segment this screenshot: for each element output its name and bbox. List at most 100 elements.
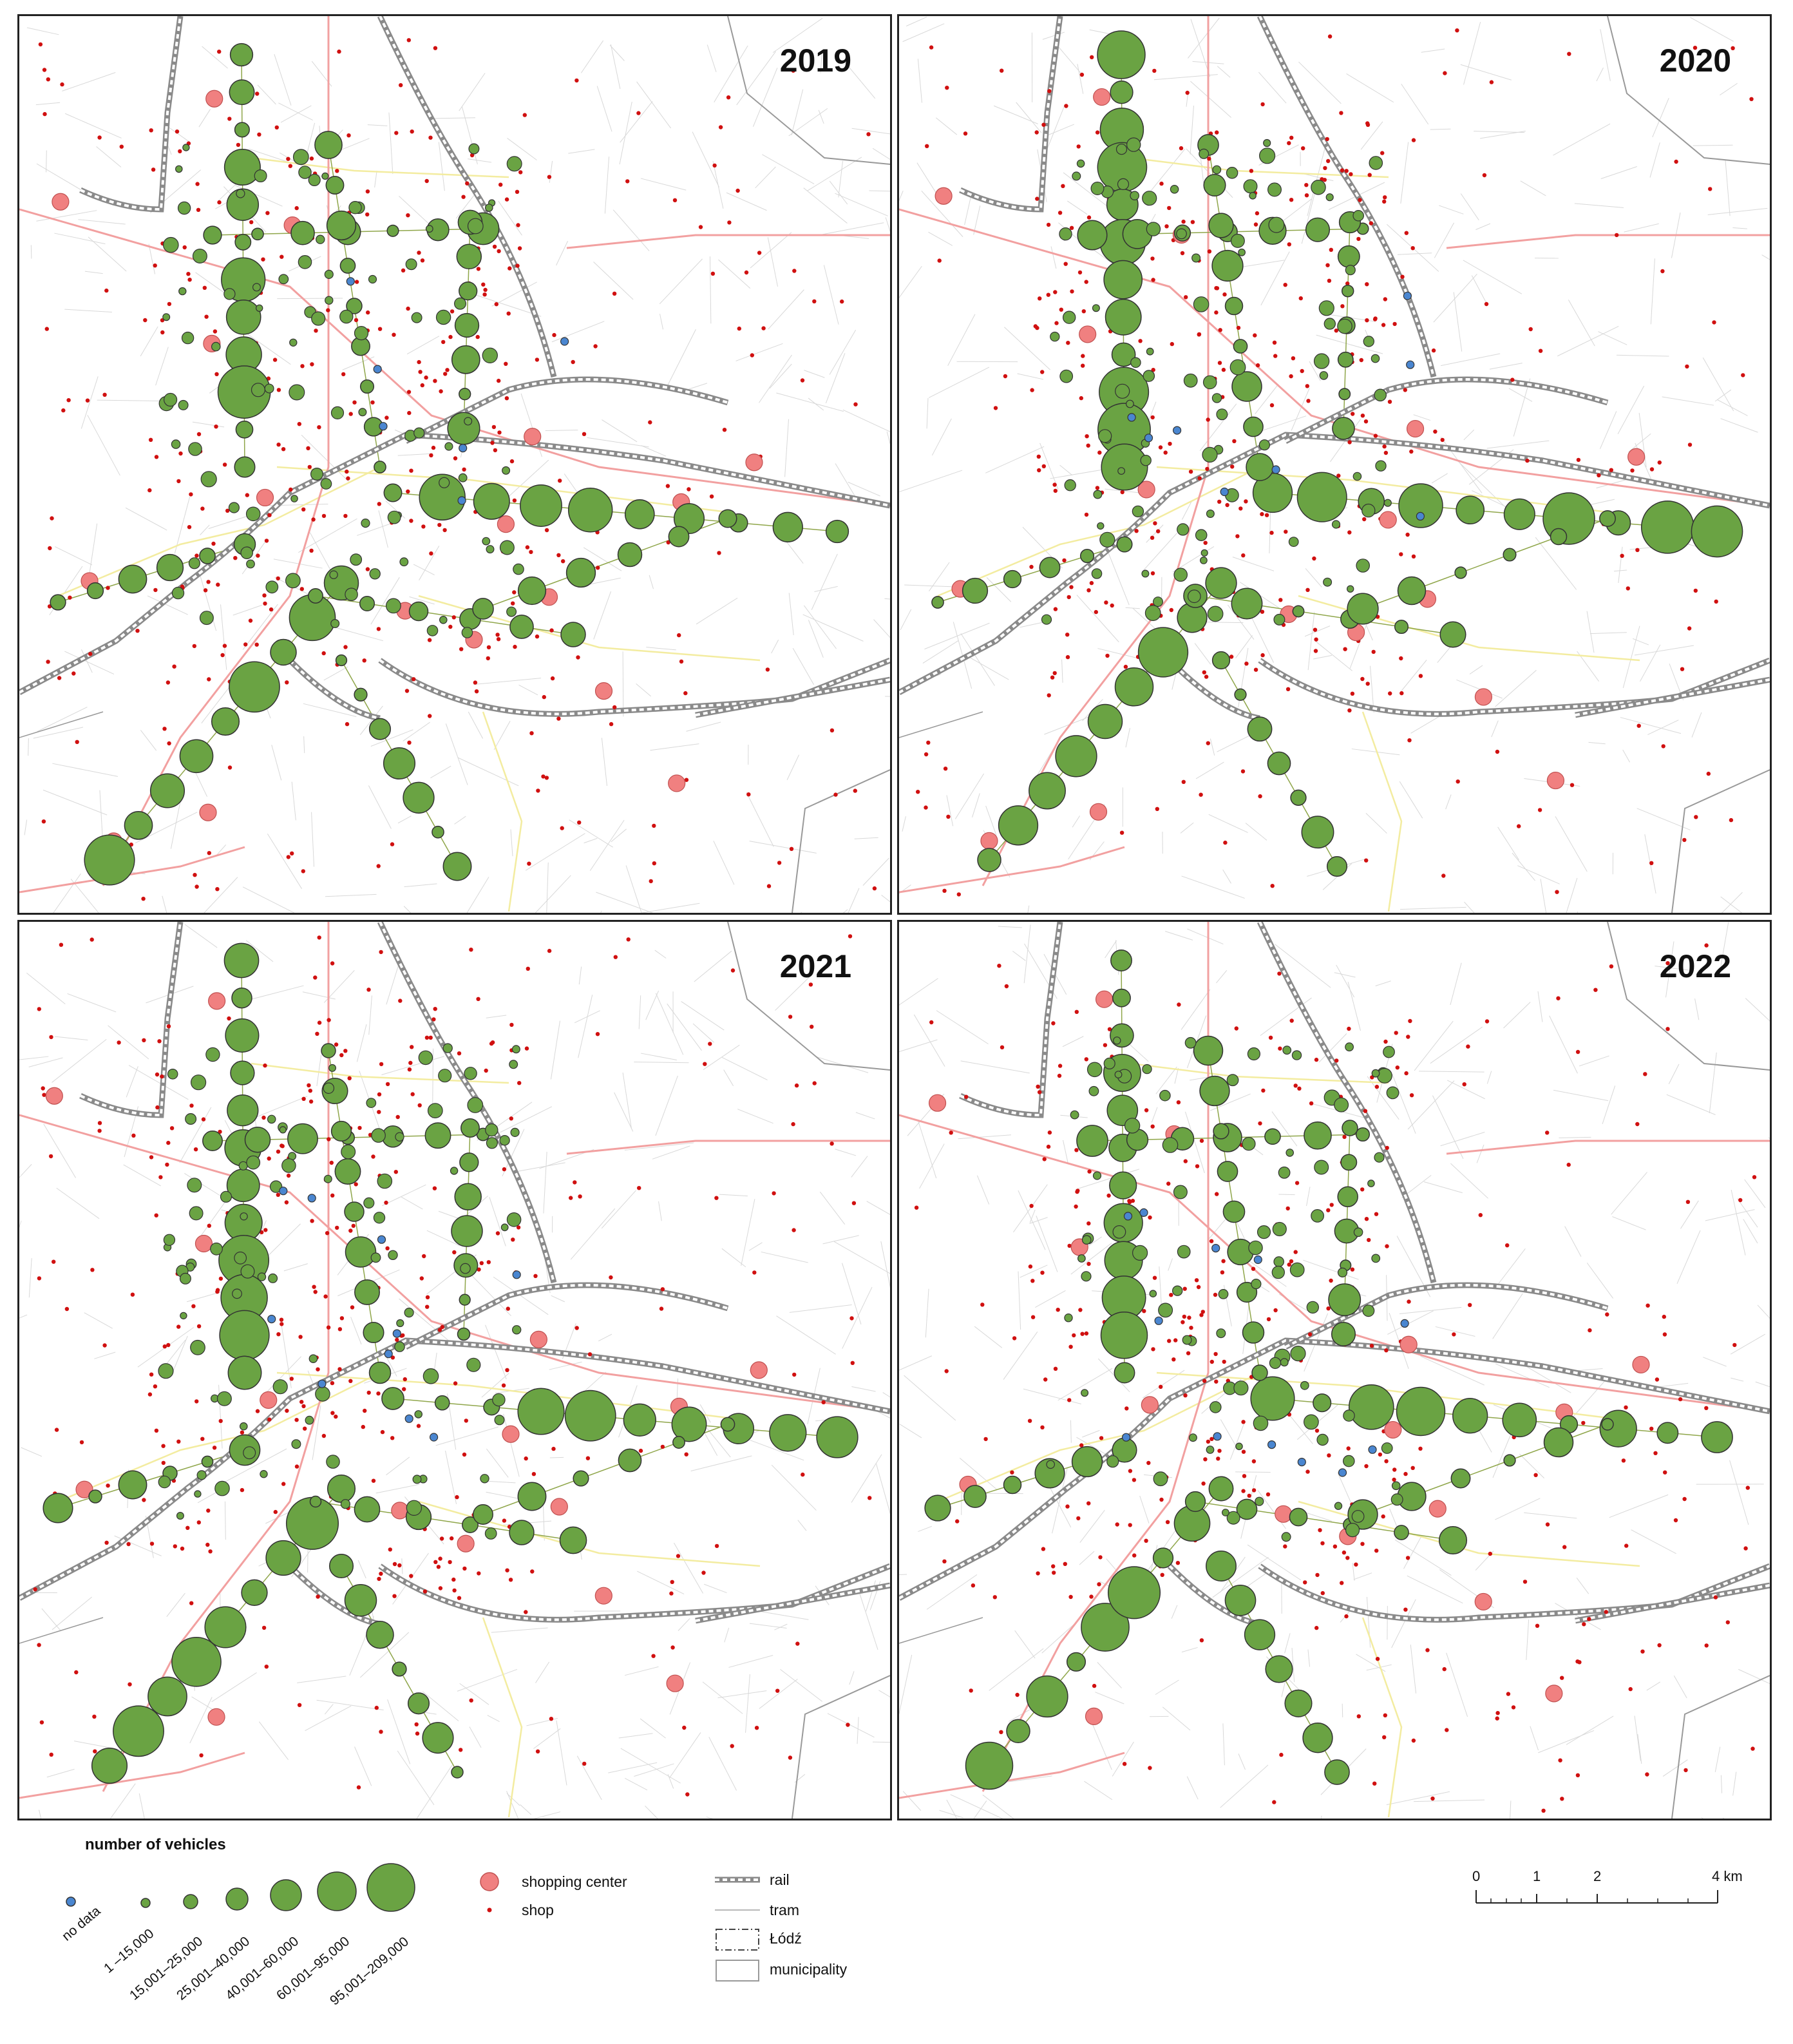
shop-point bbox=[196, 432, 202, 437]
shop-point bbox=[516, 223, 520, 227]
shop-point bbox=[574, 1326, 579, 1330]
shop-point bbox=[491, 425, 497, 430]
shop-point bbox=[207, 677, 211, 682]
traffic-count-point bbox=[163, 1234, 176, 1246]
shop-point bbox=[415, 1731, 420, 1736]
shop-point bbox=[1195, 1164, 1200, 1169]
traffic-count-point bbox=[1081, 1389, 1089, 1397]
shop-point bbox=[130, 1292, 135, 1297]
traffic-count-point bbox=[308, 588, 323, 604]
shop-point bbox=[276, 1149, 281, 1154]
shop-point bbox=[1078, 1308, 1083, 1312]
traffic-count-point bbox=[506, 606, 517, 617]
no-data-point bbox=[1403, 291, 1412, 300]
shopping-center-layer bbox=[928, 990, 1650, 1768]
shop-point bbox=[212, 1446, 217, 1450]
traffic-count-point bbox=[179, 739, 214, 774]
shop-point bbox=[394, 1170, 398, 1174]
shop-point bbox=[189, 1601, 194, 1605]
no-data-point bbox=[318, 1379, 327, 1388]
shop-point bbox=[687, 487, 691, 492]
traffic-count-point bbox=[565, 557, 596, 588]
shop-point bbox=[1158, 445, 1163, 450]
shop-point bbox=[1635, 1122, 1640, 1127]
shop-point bbox=[1326, 1208, 1331, 1212]
shop-point bbox=[442, 528, 447, 533]
shop-point bbox=[102, 1343, 107, 1348]
traffic-count-point bbox=[118, 1470, 147, 1500]
traffic-count-point bbox=[1289, 1507, 1308, 1527]
shop-point bbox=[1279, 1752, 1284, 1757]
shop-point bbox=[1070, 289, 1074, 294]
traffic-count-point bbox=[1331, 1321, 1356, 1347]
shop-point bbox=[476, 267, 481, 271]
shop-point bbox=[1329, 247, 1333, 252]
shopping-center-point bbox=[550, 1498, 568, 1516]
shop-point bbox=[1069, 225, 1074, 230]
traffic-count-point bbox=[383, 483, 403, 502]
shop-point bbox=[1175, 1561, 1181, 1565]
traffic-count-point bbox=[1114, 1362, 1135, 1384]
traffic-count-point bbox=[1230, 233, 1245, 248]
shop-point bbox=[1146, 1460, 1151, 1466]
traffic-count-point bbox=[1243, 179, 1258, 194]
shop-point bbox=[1206, 1439, 1211, 1444]
shop-point bbox=[106, 586, 110, 590]
shop-point bbox=[376, 627, 381, 631]
traffic-count-point bbox=[1328, 1283, 1361, 1317]
traffic-count-point bbox=[330, 618, 340, 628]
traffic-count-point bbox=[311, 311, 326, 326]
traffic-count-point bbox=[1258, 439, 1271, 451]
shop-point bbox=[1051, 1564, 1056, 1569]
main-road bbox=[19, 1114, 890, 1413]
traffic-count-point bbox=[180, 1312, 187, 1320]
traffic-count-point bbox=[963, 1485, 987, 1508]
shop-point bbox=[1285, 1206, 1290, 1211]
shop-point bbox=[1538, 349, 1543, 353]
shop-point bbox=[448, 1560, 452, 1565]
shop-point bbox=[1041, 122, 1046, 127]
shop-point bbox=[425, 1295, 430, 1299]
no-data-point bbox=[373, 365, 382, 374]
traffic-count-point bbox=[511, 1045, 520, 1054]
traffic-count-point bbox=[118, 564, 147, 594]
traffic-count-point bbox=[1281, 1532, 1291, 1542]
shop-point bbox=[1318, 1528, 1322, 1533]
shopping-center-point bbox=[666, 1674, 684, 1692]
shop-point bbox=[1255, 211, 1260, 216]
traffic-count-point bbox=[924, 1495, 951, 1522]
shop-point bbox=[337, 1327, 343, 1332]
traffic-count-point bbox=[1213, 1123, 1229, 1140]
shop-point bbox=[502, 1167, 507, 1172]
traffic-count-point bbox=[368, 1361, 392, 1384]
shop-point bbox=[945, 86, 949, 90]
shop-point bbox=[276, 576, 280, 581]
shop-point bbox=[432, 1017, 436, 1022]
traffic-count-point bbox=[1383, 1046, 1395, 1058]
shop-point bbox=[1240, 769, 1246, 774]
shop-point bbox=[980, 1303, 985, 1307]
shop-point bbox=[1392, 321, 1397, 327]
shop-point bbox=[377, 327, 383, 331]
legend-point-symbols bbox=[480, 1872, 499, 1913]
map-panel-2020: 2020 bbox=[897, 14, 1772, 915]
shop-point bbox=[439, 389, 443, 394]
shop-point bbox=[207, 851, 211, 855]
shop-point bbox=[1466, 1044, 1470, 1049]
traffic-count-point bbox=[473, 1504, 493, 1525]
shop-point bbox=[1042, 1157, 1047, 1161]
shop-point bbox=[1383, 297, 1387, 301]
shop-point bbox=[550, 676, 555, 681]
legend-shop-label: shop bbox=[522, 1902, 554, 1918]
shop-point bbox=[207, 1223, 211, 1228]
shop-point bbox=[515, 263, 520, 268]
secondary-road bbox=[937, 1371, 1260, 1503]
shop-point bbox=[424, 178, 429, 184]
shop-point bbox=[612, 705, 617, 710]
shop-point bbox=[1197, 332, 1201, 337]
shop-point bbox=[1106, 1193, 1111, 1198]
shop-point bbox=[1132, 1478, 1137, 1482]
shop-point bbox=[1609, 468, 1613, 472]
shop-point bbox=[552, 332, 556, 338]
shop-point bbox=[1382, 199, 1387, 204]
